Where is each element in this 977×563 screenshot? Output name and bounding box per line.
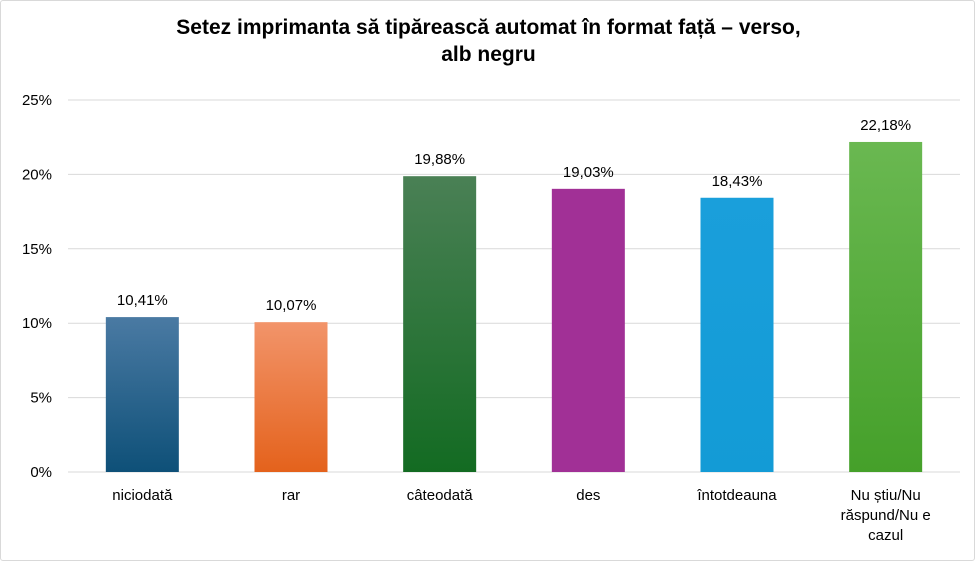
- category-label: întotdeauna: [696, 487, 777, 504]
- category-label: răspund/Nu e: [841, 507, 931, 524]
- y-tick-label: 25%: [22, 92, 52, 109]
- category-label: Nu știu/Nu: [851, 487, 921, 504]
- data-label: 10,41%: [117, 292, 168, 309]
- data-label: 18,43%: [712, 173, 763, 190]
- bar: [254, 322, 328, 472]
- bar: [403, 176, 477, 472]
- chart-title: Setez imprimanta să tipărească automat î…: [0, 14, 977, 68]
- category-label: des: [576, 487, 600, 504]
- y-tick-label: 5%: [30, 390, 52, 407]
- y-tick-label: 15%: [22, 241, 52, 258]
- y-tick-label: 20%: [22, 166, 52, 183]
- bar: [551, 188, 625, 472]
- y-tick-label: 0%: [30, 464, 52, 481]
- category-label: cazul: [868, 527, 903, 544]
- category-labels: niciodată rar câteodată des întotdeauna Nu șt…: [112, 487, 930, 544]
- data-label: 22,18%: [860, 117, 911, 134]
- category-label: câteodată: [407, 487, 474, 504]
- gridlines: [68, 99, 960, 473]
- data-label: 19,88%: [414, 151, 465, 168]
- y-tick-label: 10%: [22, 315, 52, 332]
- bar: [700, 197, 774, 472]
- chart-title-line-2: alb negru: [441, 43, 536, 66]
- bar: [105, 317, 179, 472]
- chart-title-line-1: Setez imprimanta să tipărească automat î…: [176, 16, 801, 39]
- bars: [105, 141, 923, 472]
- data-labels: 10,41% 10,07% 19,88% 19,03% 18,43% 22,18%: [117, 117, 911, 314]
- category-label: niciodată: [112, 487, 173, 504]
- data-label: 19,03%: [563, 164, 614, 181]
- bar: [849, 141, 923, 472]
- category-label: rar: [282, 487, 300, 504]
- y-axis-tick-labels: 0% 5% 10% 15% 20% 25%: [22, 92, 52, 481]
- data-label: 10,07%: [266, 297, 317, 314]
